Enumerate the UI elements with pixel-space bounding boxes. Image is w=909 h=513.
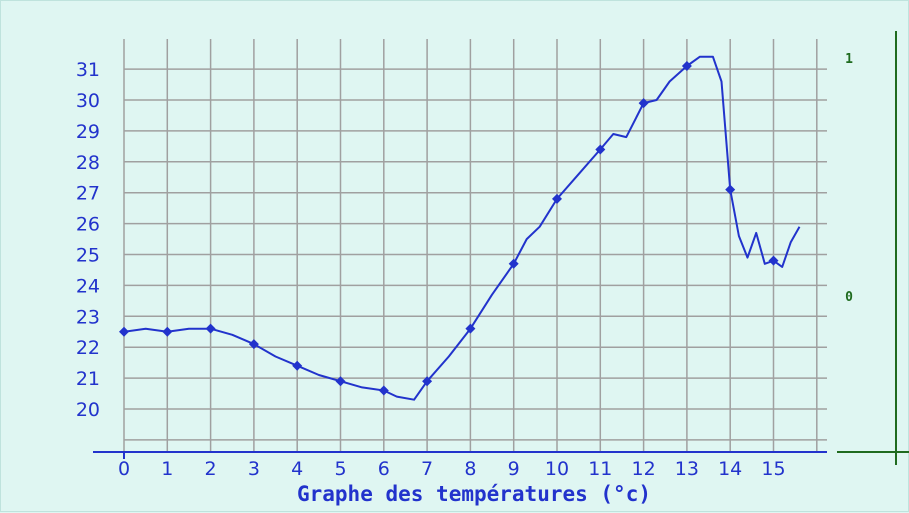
data-point [725, 184, 736, 195]
data-point [768, 255, 779, 266]
x-tick-label: 7 [421, 458, 433, 480]
y-tick-label: 29 [76, 121, 100, 143]
y-tick-label: 31 [76, 59, 100, 81]
x-tick-label: 14 [718, 458, 742, 480]
data-point [335, 376, 346, 387]
y-tick-label: 30 [76, 90, 100, 112]
x-tick-label: 9 [508, 458, 520, 480]
data-point [162, 326, 173, 337]
y-tick-label: 26 [76, 214, 100, 236]
data-point [292, 360, 303, 371]
x-tick-label: 3 [248, 458, 260, 480]
data-point [422, 376, 433, 387]
x-tick-label: 6 [378, 458, 390, 480]
data-point [378, 385, 389, 396]
x-tick-label: 4 [291, 458, 303, 480]
x-tick-label: 1 [161, 458, 173, 480]
y-tick-label: 25 [76, 245, 100, 267]
data-point [248, 339, 259, 350]
x-tick-label: 13 [675, 458, 699, 480]
x-tick-label: 10 [545, 458, 569, 480]
x-tick-label: 0 [118, 458, 130, 480]
data-point [638, 98, 649, 109]
x-tick-label: 8 [464, 458, 476, 480]
x-tick-label: 2 [205, 458, 217, 480]
y-tick-label: 28 [76, 152, 100, 174]
data-point [508, 258, 519, 269]
data-point [205, 323, 216, 334]
x-tick-label: 12 [632, 458, 656, 480]
data-point [119, 326, 129, 337]
data-point [681, 61, 692, 72]
y-tick-label: 23 [76, 306, 100, 328]
y-tick-label: 20 [76, 399, 100, 421]
y-tick-label: 24 [76, 275, 100, 297]
right-tick-label: 1 [845, 52, 853, 67]
data-point [595, 144, 606, 155]
x-tick-label: 5 [334, 458, 346, 480]
chart-title: Graphe des températures (°c) [297, 482, 651, 506]
y-tick-label: 21 [76, 368, 100, 390]
right-tick-label: 0 [845, 290, 853, 305]
y-tick-label: 27 [76, 183, 100, 205]
x-tick-label: 11 [588, 458, 612, 480]
y-tick-label: 22 [76, 337, 100, 359]
data-point [465, 323, 476, 334]
x-tick-label: 15 [761, 458, 785, 480]
data-point [552, 193, 562, 204]
series-line [123, 55, 801, 401]
